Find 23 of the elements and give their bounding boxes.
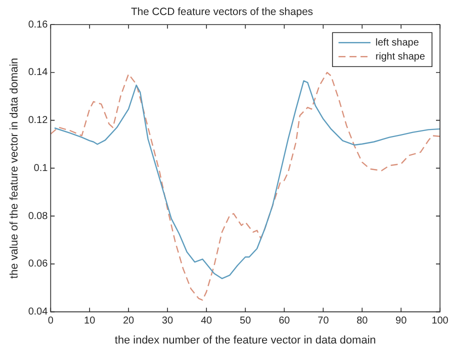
y-tick-label: 0.14 <box>28 67 48 78</box>
legend-label: left shape <box>376 37 420 48</box>
y-tick-label: 0.04 <box>28 306 48 318</box>
x-tick-label: 40 <box>200 316 212 327</box>
y-axis-title: the value of the feature vector in data domain <box>8 58 21 279</box>
y-tick-label: 0.1 <box>34 162 48 174</box>
x-tick-label: 70 <box>318 316 330 327</box>
chart-title: The CCD feature vectors of the shapes <box>130 6 314 18</box>
y-tick-label: 0.08 <box>28 210 48 222</box>
x-tick-label: 20 <box>122 316 135 327</box>
x-tick-label: 0 <box>48 316 54 327</box>
y-tick-label: 0.12 <box>28 115 48 126</box>
x-axis-title: the index number of the feature vector in data domain <box>114 334 376 346</box>
legend-label: right shape <box>376 51 426 62</box>
x-tick-label: 80 <box>356 316 368 327</box>
x-tick-label: 50 <box>240 316 252 327</box>
y-tick-label: 0.16 <box>28 19 48 30</box>
x-tick-label: 60 <box>278 316 290 327</box>
x-tick-label: 10 <box>84 316 96 327</box>
x-tick-label: 90 <box>396 316 408 327</box>
y-tick-label: 0.06 <box>28 258 48 270</box>
x-tick-label: 30 <box>162 316 174 327</box>
x-tick-label: 100 <box>432 316 449 327</box>
